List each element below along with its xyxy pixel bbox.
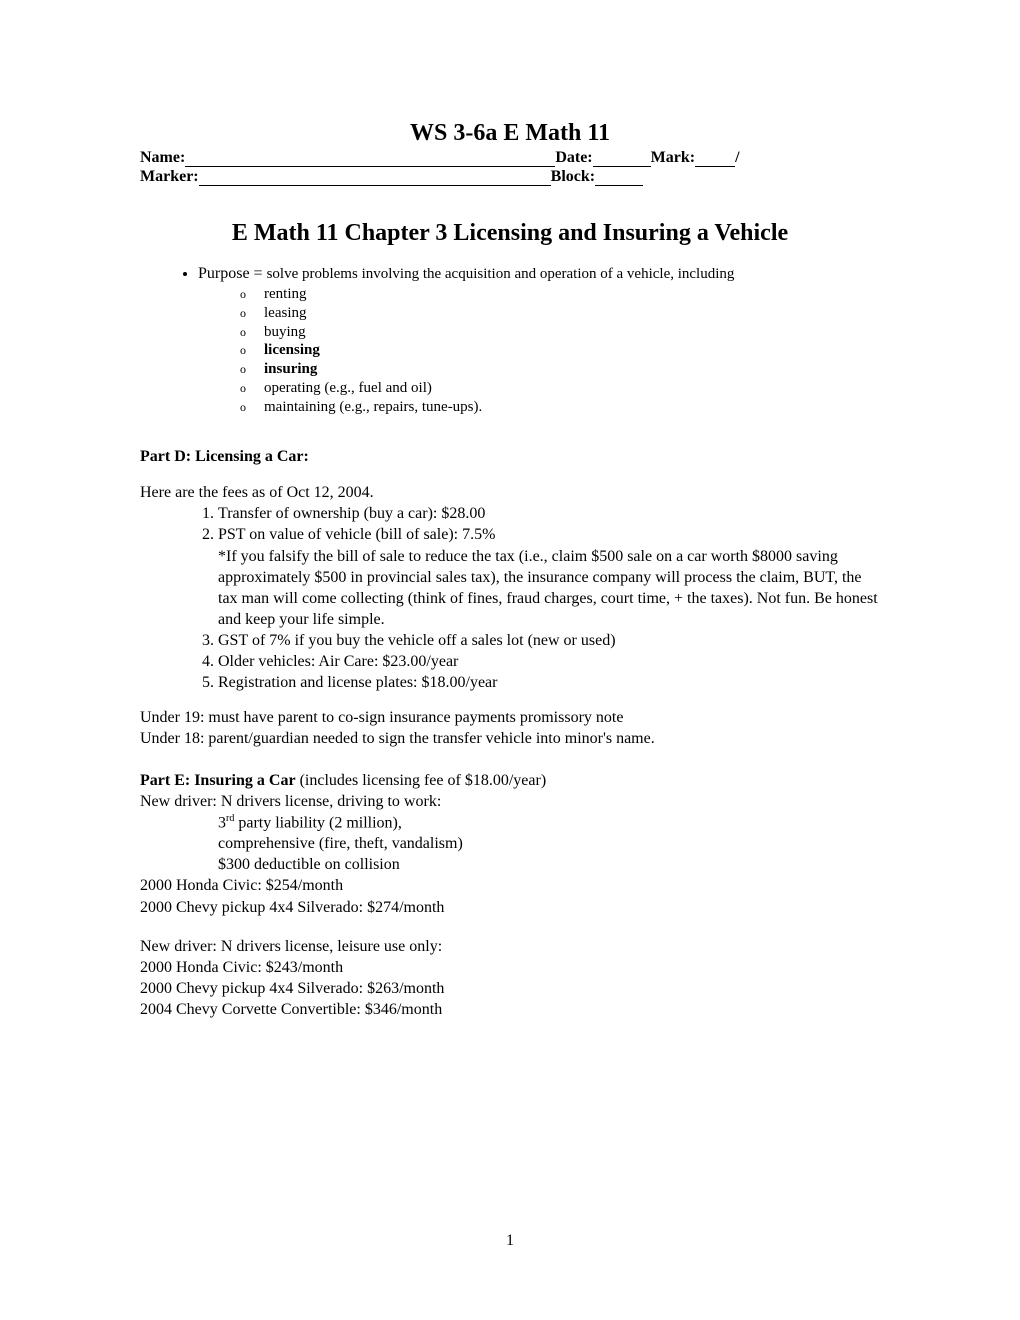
- purpose-sub-maintaining: maintaining (e.g., repairs, tune-ups).: [240, 398, 880, 417]
- sub-label: leasing: [264, 305, 307, 321]
- marker-field-line: [199, 168, 551, 186]
- part-e-title-tail: (includes licensing fee of $18.00/year): [296, 772, 547, 789]
- page: WS 3-6a E Math 11 Name: Date: Mark: / Ma…: [0, 0, 1020, 1320]
- sub-label: maintaining (e.g., repairs, tune-ups).: [264, 399, 482, 415]
- purpose-sub-insuring: insuring: [240, 360, 880, 379]
- fee-item-2: PST on value of vehicle (bill of sale): …: [218, 524, 880, 545]
- worksheet-title: WS 3-6a E Math 11: [140, 120, 880, 147]
- mark-field-line: [695, 149, 735, 167]
- sub-label: buying: [264, 324, 306, 340]
- under-18-note: Under 18: parent/guardian needed to sign…: [140, 728, 880, 749]
- purpose-sub-operating: operating (e.g., fuel and oil): [240, 379, 880, 398]
- fee-note: *If you falsify the bill of sale to redu…: [218, 546, 880, 630]
- page-number: 1: [0, 1232, 1020, 1250]
- fee-item-5: Registration and license plates: $18.00/…: [218, 672, 880, 693]
- block2-header: New driver: N drivers license, leisure u…: [140, 936, 880, 957]
- block2-car1: 2000 Honda Civic: $243/month: [140, 957, 880, 978]
- mark-label: Mark:: [651, 149, 695, 167]
- coverage-deductible: $300 deductible on collision: [218, 854, 880, 875]
- mark-slash: /: [735, 149, 739, 167]
- under-19-note: Under 19: must have parent to co-sign in…: [140, 707, 880, 728]
- part-e-title: Part E: Insuring a Car (includes licensi…: [140, 770, 880, 791]
- sub-label: licensing: [264, 342, 320, 358]
- sub-label: insuring: [264, 361, 317, 377]
- cov-tail: party liability (2 million),: [234, 814, 402, 831]
- block-field-line: [595, 168, 643, 186]
- header-row-1: Name: Date: Mark: /: [140, 149, 880, 167]
- chapter-title: E Math 11 Chapter 3 Licensing and Insuri…: [140, 220, 880, 247]
- marker-label: Marker:: [140, 168, 199, 186]
- purpose-list: Purpose = solve problems involving the a…: [198, 265, 880, 416]
- coverage-comprehensive: comprehensive (fire, theft, vandalism): [218, 833, 880, 854]
- purpose-sublist: renting leasing buying licensing insurin…: [240, 285, 880, 416]
- block1-car1: 2000 Honda Civic: $254/month: [140, 875, 880, 896]
- block2-car2: 2000 Chevy pickup 4x4 Silverado: $263/mo…: [140, 978, 880, 999]
- purpose-sub-buying: buying: [240, 323, 880, 342]
- part-e-title-bold: Part E: Insuring a Car: [140, 772, 296, 789]
- block1-car2: 2000 Chevy pickup 4x4 Silverado: $274/mo…: [140, 897, 880, 918]
- fee-item-1: Transfer of ownership (buy a car): $28.0…: [218, 503, 880, 524]
- date-label: Date:: [555, 149, 592, 167]
- sub-label: operating (e.g., fuel and oil): [264, 380, 432, 396]
- block-label: Block:: [551, 168, 595, 186]
- fee-item-4: Older vehicles: Air Care: $23.00/year: [218, 651, 880, 672]
- part-d-intro: Here are the fees as of Oct 12, 2004.: [140, 482, 880, 503]
- block1-header: New driver: N drivers license, driving t…: [140, 791, 880, 812]
- header-row-2: Marker: Block:: [140, 168, 880, 186]
- date-field-line: [593, 149, 651, 167]
- purpose-lead: Purpose =: [198, 265, 267, 282]
- name-label: Name:: [140, 149, 185, 167]
- fee-item-3: GST of 7% if you buy the vehicle off a s…: [218, 630, 880, 651]
- purpose-sub-leasing: leasing: [240, 304, 880, 323]
- block2-car3: 2004 Chevy Corvette Convertible: $346/mo…: [140, 999, 880, 1020]
- fees-list: Transfer of ownership (buy a car): $28.0…: [180, 503, 880, 545]
- cov-num: 3: [218, 814, 226, 831]
- sub-label: renting: [264, 286, 307, 302]
- fees-list-2: GST of 7% if you buy the vehicle off a s…: [180, 630, 880, 693]
- name-field-line: [185, 149, 555, 167]
- purpose-sub-renting: renting: [240, 285, 880, 304]
- coverage-liability: 3rd party liability (2 million),: [218, 812, 880, 833]
- part-d-title: Part D: Licensing a Car:: [140, 448, 880, 466]
- purpose-sub-licensing: licensing: [240, 341, 880, 360]
- purpose-tail: solve problems involving the acquisition…: [267, 266, 735, 282]
- purpose-item: Purpose = solve problems involving the a…: [198, 265, 880, 416]
